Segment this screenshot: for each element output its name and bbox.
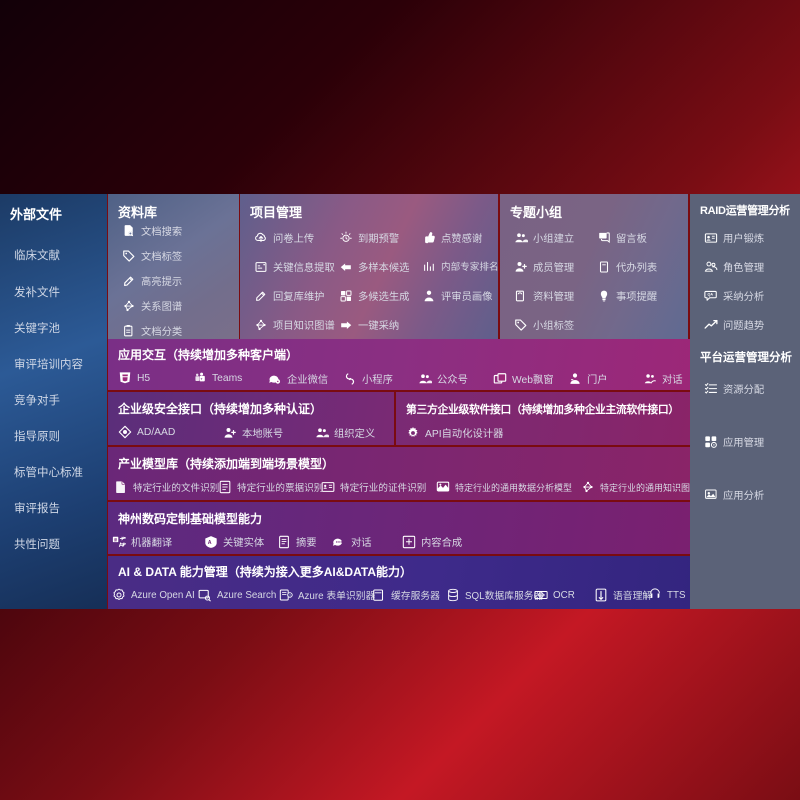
svg-text:QA: QA [708, 292, 714, 296]
svg-text:{ }: { } [289, 593, 292, 597]
svg-text:T: T [201, 377, 203, 381]
svg-text:A: A [208, 540, 212, 546]
svg-text:OCR: OCR [539, 593, 545, 597]
